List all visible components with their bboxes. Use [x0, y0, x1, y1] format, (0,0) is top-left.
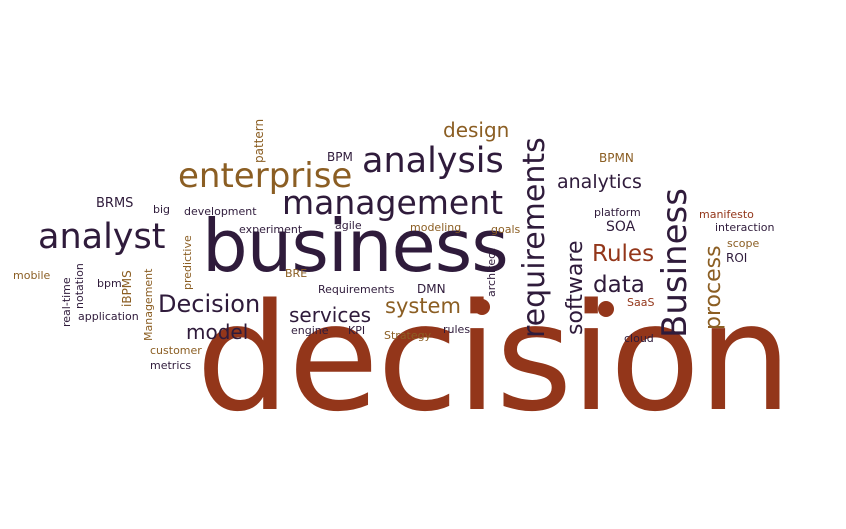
word-ibpms: iBPMS [120, 270, 134, 307]
word-decision-cap: Decision [158, 290, 261, 318]
word-management-cap: Management [142, 268, 155, 341]
word-engine: engine [291, 324, 329, 337]
word-strategy: Strategy [384, 329, 432, 342]
word-application: application [78, 310, 139, 323]
word-real-time: real-time [60, 277, 73, 327]
word-interaction: interaction [715, 221, 775, 234]
word-system: system [385, 294, 461, 318]
word-business: business [202, 204, 509, 288]
word-bpm-lower: bpm [97, 277, 122, 290]
word-metrics: metrics [150, 359, 192, 372]
word-bpm: BPM [327, 150, 353, 164]
word-analytics: analytics [557, 171, 642, 193]
word-notation: notation [73, 263, 86, 309]
word-pattern: pattern [252, 118, 266, 163]
word-cloud: cloud [624, 332, 654, 345]
word-requirements: requirements [517, 137, 552, 338]
word-agile: agile [335, 219, 362, 232]
word-data: data [593, 272, 645, 298]
bullet-dot [598, 301, 614, 317]
word-process: process [701, 245, 726, 330]
word-platform: platform [594, 206, 641, 219]
word-architect: architect [485, 248, 498, 297]
word-scope: scope [727, 237, 760, 250]
word-decision: decision [196, 272, 792, 444]
word-design: design [443, 118, 510, 142]
bullet-dot [474, 299, 490, 315]
word-software: software [563, 240, 588, 335]
word-model: model [186, 320, 249, 344]
word-analysis: analysis [362, 141, 504, 181]
word-requirements-cap: Requirements [318, 283, 395, 296]
word-customer: customer [150, 344, 202, 357]
word-brms: BRMS [96, 196, 134, 211]
word-manifesto: manifesto [699, 208, 754, 221]
word-analyst: analyst [38, 217, 166, 257]
word-soa: SOA [606, 219, 636, 235]
word-goals: goals [491, 223, 521, 236]
word-big: big [153, 203, 171, 216]
word-modeling: modeling [410, 221, 462, 234]
word-management: management [282, 183, 504, 222]
word-kpi: KPI [348, 324, 366, 337]
word-business-cap: Business [655, 188, 695, 338]
word-rules-cap: Rules [592, 241, 655, 267]
word-experiment: experiment [239, 223, 303, 236]
word-mobile: mobile [13, 269, 51, 282]
word-services: services [289, 303, 372, 327]
word-dmn: DMN [417, 282, 446, 296]
word-development: development [184, 205, 257, 218]
word-enterprise: enterprise [178, 156, 353, 196]
word-bpmn: BPMN [599, 151, 634, 165]
word-bre: BRE [285, 267, 308, 280]
word-roi: ROI [726, 251, 748, 265]
word-predictive: predictive [181, 235, 194, 290]
word-saas: SaaS [627, 296, 655, 309]
word-rules: rules [443, 323, 471, 336]
